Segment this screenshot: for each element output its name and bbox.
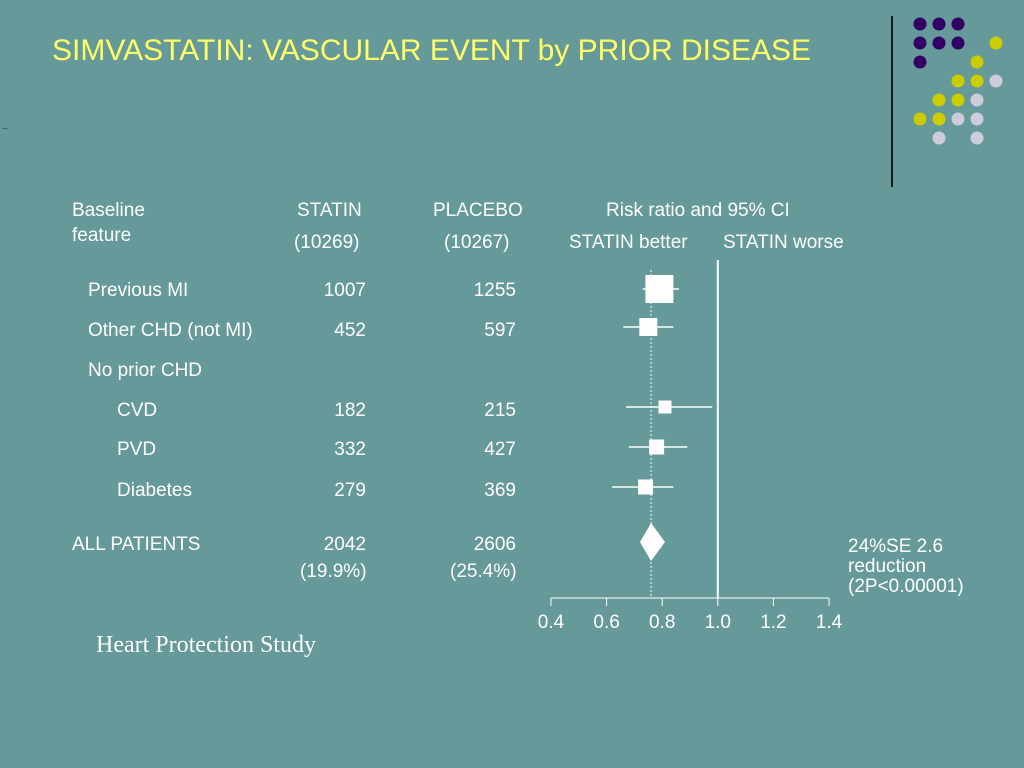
decor-dot — [913, 112, 927, 126]
row-statin-count: 452 — [334, 320, 366, 341]
decor-dot — [970, 74, 984, 88]
row-label: CVD — [117, 400, 158, 421]
total-statin-count: 2042 — [323, 534, 366, 555]
total-placebo-count: 2606 — [473, 534, 516, 555]
header-feature: feature — [72, 225, 132, 246]
decorative-dot-grid — [913, 17, 1003, 145]
decor-dot — [970, 112, 984, 126]
label-statin-better: STATIN better — [569, 232, 688, 253]
x-tick-label: 1.4 — [816, 612, 843, 633]
decor-dash: ~ — [2, 124, 8, 135]
row-statin-count: 1007 — [323, 280, 366, 301]
reduction-line: 24%SE 2.6 — [848, 536, 944, 557]
decor-dot — [951, 93, 965, 107]
decor-dot — [951, 17, 965, 31]
reduction-line: (2P<0.00001) — [848, 576, 964, 597]
x-tick-label: 0.8 — [649, 612, 675, 633]
decor-dot — [913, 36, 927, 50]
decor-dot — [932, 36, 946, 50]
row-statin-count: 332 — [334, 439, 366, 460]
decor-dot — [989, 36, 1003, 50]
decor-dot — [951, 36, 965, 50]
total-label: ALL PATIENTS — [72, 534, 201, 555]
row-label: Other CHD (not MI) — [88, 320, 253, 341]
decor-dot — [970, 131, 984, 145]
row-statin-count: 279 — [334, 480, 366, 501]
row-label: Diabetes — [117, 480, 192, 501]
decor-dot — [932, 17, 946, 31]
decor-dot — [970, 93, 984, 107]
row-statin-count: 182 — [334, 400, 366, 421]
decor-dot — [932, 131, 946, 145]
decor-dot — [932, 112, 946, 126]
decor-dot — [913, 17, 927, 31]
x-tick-label: 0.4 — [538, 612, 565, 633]
header-placebo-n: (10267) — [444, 232, 510, 253]
slide-title: SIMVASTATIN: VASCULAR EVENT by PRIOR DIS… — [52, 34, 812, 67]
decor-dot — [951, 74, 965, 88]
row-placebo-count: 427 — [484, 439, 516, 460]
summary-diamond — [639, 523, 665, 561]
row-placebo-count: 597 — [484, 320, 516, 341]
decor-dot — [970, 55, 984, 69]
total-placebo-pct: (25.4%) — [450, 561, 517, 582]
point-estimate-box — [658, 400, 672, 414]
point-estimate-box — [645, 275, 674, 303]
x-tick-label: 1.0 — [705, 612, 731, 633]
reduction-line: reduction — [848, 556, 927, 577]
decor-dot — [989, 74, 1003, 88]
point-estimate-box — [639, 318, 658, 336]
decor-dot — [913, 55, 927, 69]
x-tick-label: 1.2 — [760, 612, 786, 633]
row-label: PVD — [117, 439, 157, 460]
header-statin: STATIN — [297, 200, 362, 221]
point-estimate-box — [638, 479, 654, 495]
row-placebo-count: 215 — [484, 400, 516, 421]
title-divider — [891, 16, 893, 187]
point-estimate-box — [649, 439, 665, 455]
header-baseline: Baseline — [72, 200, 145, 221]
reduction-note: 24%SE 2.6 reduction (2P<0.00001) — [848, 537, 964, 597]
total-statin-pct: (19.9%) — [300, 561, 367, 582]
row-label: No prior CHD — [88, 360, 203, 381]
decor-dot — [951, 112, 965, 126]
header-placebo: PLACEBO — [433, 200, 523, 221]
label-statin-worse: STATIN worse — [723, 232, 844, 253]
x-tick-label: 0.6 — [593, 612, 619, 633]
header-statin-n: (10269) — [294, 232, 360, 253]
header-risk-ratio: Risk ratio and 95% CI — [606, 200, 790, 221]
row-placebo-count: 1255 — [473, 280, 516, 301]
row-label: Previous MI — [88, 280, 189, 301]
row-placebo-count: 369 — [484, 480, 516, 501]
decor-dot — [932, 93, 946, 107]
study-name: Heart Protection Study — [96, 632, 316, 658]
